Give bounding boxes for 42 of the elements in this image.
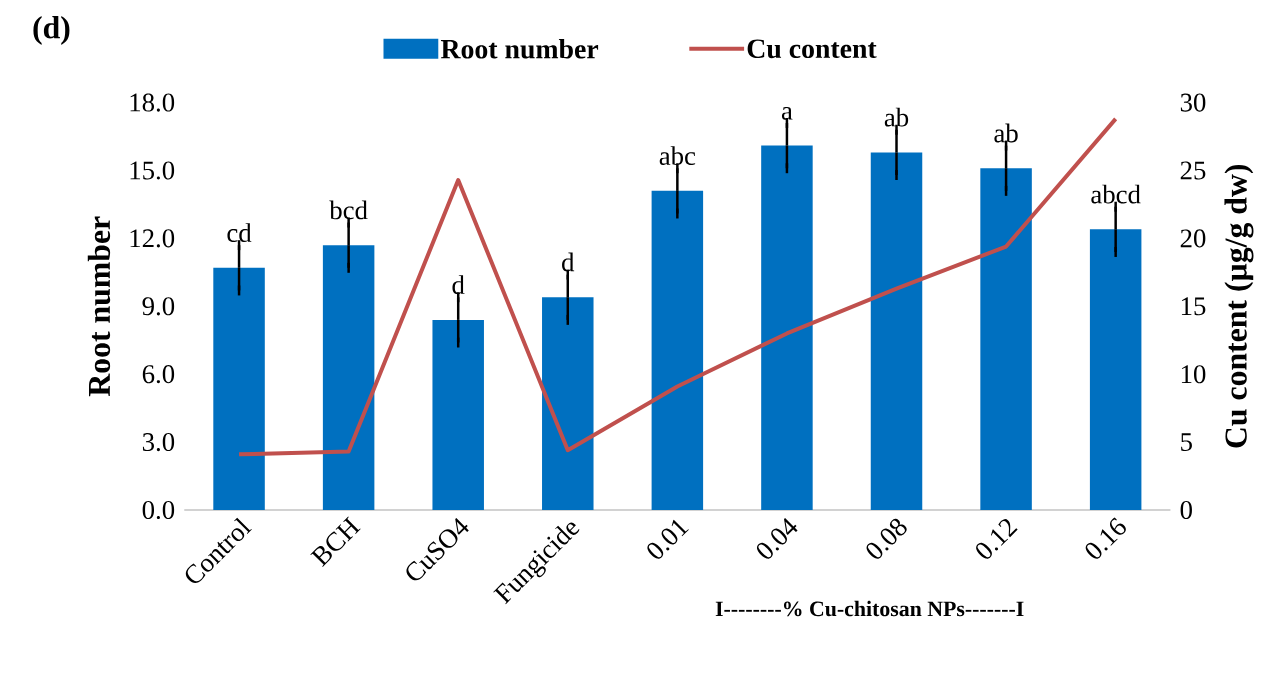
data-label: abc: [659, 145, 696, 165]
bar: [542, 297, 594, 510]
y-axis-title: Root number: [87, 216, 111, 396]
y2-tick-label: 10: [1181, 364, 1206, 384]
bar: [980, 168, 1032, 510]
chart-title: (d): [33, 15, 70, 45]
bar: [870, 152, 923, 510]
bar: [213, 267, 265, 510]
y-tick-label: 15.0: [130, 161, 175, 180]
data-label: bcd: [329, 200, 368, 220]
x-tick-label: 0.01: [647, 519, 689, 559]
x-tick-label: 0.08: [866, 518, 907, 559]
y2-tick-label: 5: [1181, 433, 1192, 451]
bar: [761, 145, 813, 510]
y-tick-label: 12.0: [130, 229, 175, 248]
bar: [1089, 229, 1142, 510]
y-tick-label: 9.0: [142, 297, 175, 316]
legend-label: Cu content: [747, 39, 877, 58]
y-tick-label: 0.0: [142, 500, 175, 519]
bar: [651, 190, 704, 510]
y2-tick-label: 0: [1180, 500, 1192, 519]
data-label: cd: [227, 222, 252, 242]
y2-tick-label: 25: [1180, 161, 1206, 180]
data-label: ab: [994, 123, 1018, 143]
legend-label: Root number: [440, 38, 599, 59]
x-tick-label: 0.04: [756, 517, 798, 559]
x-axis-title: I--------% Cu-chitosan NPs-------I: [715, 600, 1024, 617]
y-tick-label: 18.0: [130, 93, 175, 112]
x-tick-label: 0.16: [1085, 517, 1126, 559]
y-tick-label: 6.0: [142, 364, 175, 384]
bar: [432, 319, 484, 510]
y2-tick-label: 15: [1181, 297, 1206, 316]
y-tick-label: 3.0: [142, 432, 175, 452]
data-label: ab: [884, 107, 909, 127]
data-label: d: [562, 252, 575, 272]
bar: [322, 245, 375, 510]
y2-axis-title: Cu content (µg/g dw): [1224, 164, 1254, 448]
y2-tick-label: 30: [1180, 93, 1206, 112]
x-tick-label: 0.12: [976, 518, 1018, 559]
y2-tick-label: 20: [1180, 229, 1206, 248]
data-label: abcd: [1091, 184, 1141, 204]
data-label: d: [452, 275, 465, 294]
